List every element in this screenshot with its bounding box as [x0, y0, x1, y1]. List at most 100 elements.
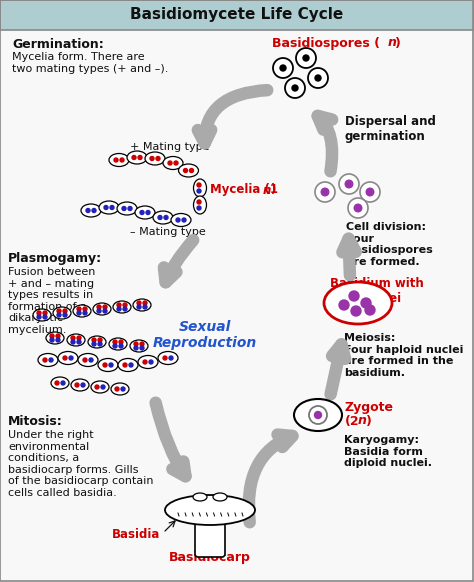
Text: Karyogamy:
Basidia form
diploid nuclei.: Karyogamy: Basidia form diploid nuclei.	[344, 435, 432, 468]
Ellipse shape	[78, 353, 98, 367]
Circle shape	[75, 383, 79, 387]
Text: ): )	[270, 183, 275, 197]
Circle shape	[115, 387, 119, 391]
Text: Mycelia (1: Mycelia (1	[210, 183, 278, 197]
Ellipse shape	[171, 214, 191, 226]
Circle shape	[114, 158, 118, 162]
Text: n: n	[388, 37, 397, 49]
Circle shape	[143, 301, 147, 305]
Circle shape	[63, 356, 67, 360]
Circle shape	[197, 183, 201, 187]
Ellipse shape	[109, 154, 129, 166]
Circle shape	[183, 169, 188, 172]
Circle shape	[138, 155, 142, 159]
Text: ): )	[338, 307, 343, 320]
Circle shape	[348, 198, 368, 218]
Circle shape	[43, 315, 47, 319]
Circle shape	[156, 157, 160, 161]
Circle shape	[98, 338, 102, 342]
Circle shape	[345, 180, 353, 188]
Circle shape	[296, 48, 316, 68]
Ellipse shape	[294, 399, 342, 431]
Circle shape	[56, 334, 60, 338]
Ellipse shape	[53, 307, 71, 319]
Ellipse shape	[117, 202, 137, 215]
Ellipse shape	[193, 196, 207, 214]
Circle shape	[61, 381, 65, 385]
Circle shape	[149, 360, 153, 364]
Ellipse shape	[51, 377, 69, 389]
Ellipse shape	[46, 332, 64, 344]
Circle shape	[197, 206, 201, 210]
Ellipse shape	[33, 309, 51, 321]
Circle shape	[366, 188, 374, 196]
Circle shape	[86, 208, 90, 212]
Circle shape	[123, 303, 127, 307]
Text: Under the right
environmental
conditions, a
basidiocarp forms. Gills
of the basi: Under the right environmental conditions…	[8, 430, 154, 498]
Circle shape	[176, 218, 180, 222]
Circle shape	[137, 305, 141, 309]
Circle shape	[50, 338, 54, 342]
Circle shape	[150, 157, 154, 161]
Circle shape	[273, 58, 293, 78]
Text: – Mating type: – Mating type	[130, 227, 206, 237]
Text: n: n	[358, 414, 367, 428]
Text: Cell division:
Four
basidiospores
are formed.: Cell division: Four basidiospores are fo…	[346, 222, 433, 267]
Circle shape	[280, 65, 286, 71]
Circle shape	[71, 336, 75, 340]
Circle shape	[315, 411, 321, 418]
Ellipse shape	[153, 211, 173, 224]
Circle shape	[103, 305, 107, 309]
Circle shape	[77, 336, 81, 340]
Circle shape	[56, 338, 60, 342]
Circle shape	[163, 356, 167, 360]
Circle shape	[103, 309, 107, 313]
Ellipse shape	[58, 352, 78, 364]
Text: Basidiocarp: Basidiocarp	[169, 552, 251, 565]
Circle shape	[109, 363, 113, 367]
Text: + Mating type: + Mating type	[130, 142, 210, 152]
Ellipse shape	[109, 338, 127, 350]
Text: Basidium with
four nuclei
(1: Basidium with four nuclei (1	[330, 277, 424, 320]
Circle shape	[77, 311, 81, 315]
Circle shape	[121, 387, 125, 391]
Circle shape	[37, 315, 41, 319]
Circle shape	[77, 340, 81, 344]
Circle shape	[103, 363, 107, 367]
Circle shape	[101, 385, 105, 389]
Ellipse shape	[118, 359, 138, 371]
Circle shape	[89, 358, 93, 362]
Circle shape	[113, 340, 117, 344]
Circle shape	[197, 189, 201, 193]
Ellipse shape	[179, 164, 199, 177]
Circle shape	[92, 338, 96, 342]
Circle shape	[49, 358, 53, 362]
Circle shape	[63, 313, 67, 317]
Circle shape	[315, 75, 321, 81]
Circle shape	[361, 298, 371, 308]
Circle shape	[98, 342, 102, 346]
FancyBboxPatch shape	[0, 0, 474, 30]
Circle shape	[169, 356, 173, 360]
Ellipse shape	[138, 356, 158, 368]
Ellipse shape	[145, 152, 165, 165]
Circle shape	[140, 346, 144, 350]
Text: Dispersal and
germination: Dispersal and germination	[345, 115, 436, 143]
Ellipse shape	[165, 495, 255, 525]
Circle shape	[37, 311, 41, 315]
Circle shape	[110, 205, 114, 210]
Circle shape	[349, 291, 359, 301]
Text: n: n	[330, 307, 338, 320]
Circle shape	[122, 207, 126, 211]
Ellipse shape	[67, 334, 85, 346]
Ellipse shape	[111, 383, 129, 395]
Text: n: n	[263, 183, 272, 197]
Circle shape	[57, 313, 61, 317]
Ellipse shape	[127, 151, 147, 164]
Ellipse shape	[213, 493, 227, 501]
Circle shape	[117, 303, 121, 307]
Circle shape	[123, 363, 127, 367]
Text: Basidia: Basidia	[111, 528, 160, 541]
Ellipse shape	[91, 381, 109, 393]
Circle shape	[132, 155, 136, 159]
